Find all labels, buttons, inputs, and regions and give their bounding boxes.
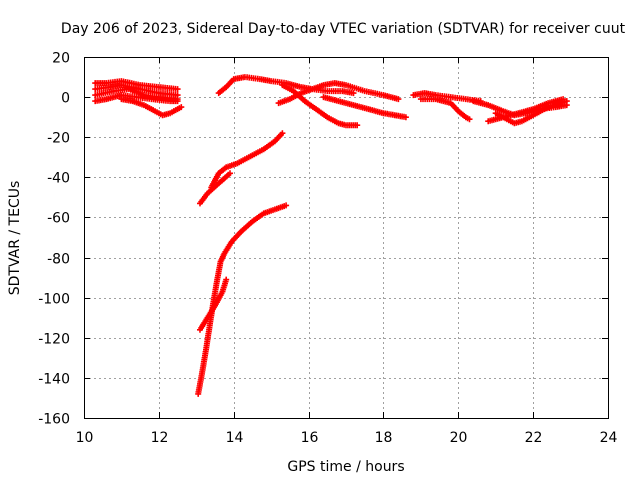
x-tick-label: 14 — [226, 430, 244, 446]
y-tick-label: -100 — [38, 292, 70, 308]
y-tick-label: -20 — [47, 131, 70, 147]
y-tick-label: -40 — [47, 171, 70, 187]
y-tick-label: -160 — [38, 412, 70, 428]
series-arc-11 — [279, 82, 361, 129]
data-point — [223, 276, 230, 283]
series-arc-18 — [492, 98, 570, 127]
x-tick-label: 18 — [375, 430, 393, 446]
chart-title: Day 206 of 2023, Sidereal Day-to-day VTE… — [61, 21, 626, 37]
data-point — [466, 116, 473, 123]
data-point — [402, 114, 409, 121]
x-tick-label: 22 — [525, 430, 543, 446]
series-arc-13 — [320, 94, 409, 121]
y-tick-label: 20 — [52, 51, 70, 67]
data-point — [350, 90, 357, 97]
y-tick-label: -120 — [38, 332, 70, 348]
data-point — [178, 104, 185, 111]
x-axis-label: GPS time / hours — [287, 459, 404, 475]
y-axis: -160 -140 -120 -100 -80 -60 -40 -20 0 20 — [38, 51, 608, 428]
data-point — [354, 122, 361, 129]
data-points — [92, 74, 570, 397]
x-tick-label: 10 — [76, 430, 94, 446]
data-point — [395, 96, 402, 103]
series-arc-4 — [92, 92, 181, 105]
data-point — [174, 86, 181, 93]
x-tick-label: 24 — [600, 430, 618, 446]
data-point — [174, 98, 181, 105]
series-arc-12 — [275, 80, 402, 107]
x-axis: 10 12 14 16 18 20 22 24 — [76, 57, 618, 446]
x-tick-label: 20 — [450, 430, 468, 446]
plot-frame — [84, 57, 609, 419]
series-arc-15 — [417, 96, 473, 123]
x-tick-label: 16 — [301, 430, 319, 446]
data-point — [283, 202, 290, 209]
series-arc-9 — [195, 202, 290, 397]
series-arc-5 — [118, 96, 185, 119]
series-arc-7 — [208, 130, 286, 191]
y-tick-label: -60 — [47, 211, 70, 227]
series-arc-1 — [92, 78, 181, 93]
x-tick-label: 12 — [151, 430, 169, 446]
data-point — [279, 130, 286, 137]
y-tick-label: -140 — [38, 372, 70, 388]
y-tick-label: -80 — [47, 252, 70, 268]
y-tick-label: 0 — [61, 91, 70, 107]
y-axis-label: SDTVAR / TECUs — [7, 181, 23, 296]
data-point — [227, 170, 233, 177]
data-point — [563, 98, 570, 105]
